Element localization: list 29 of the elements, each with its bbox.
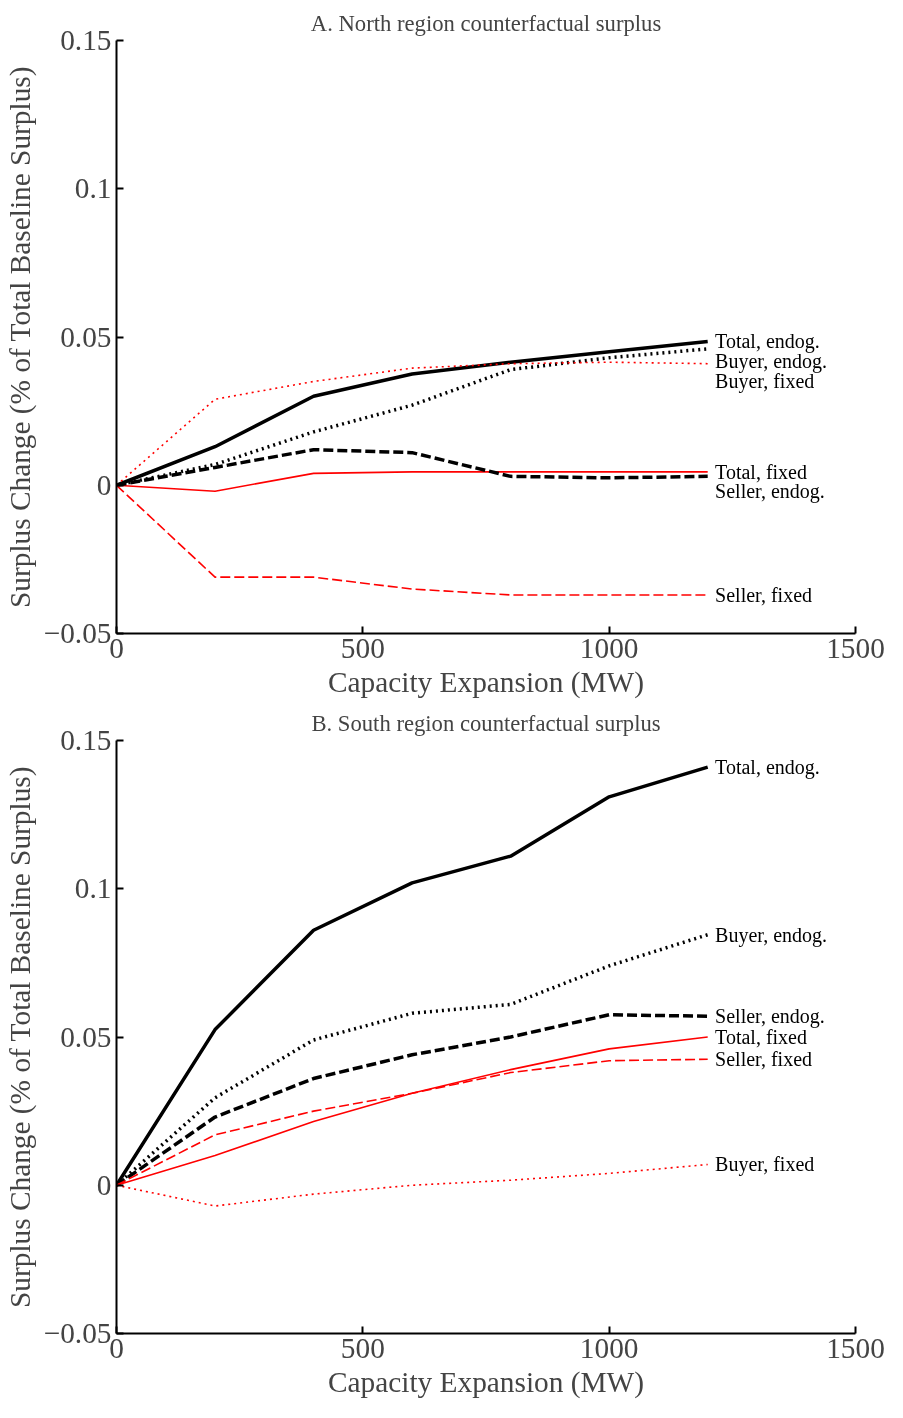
y-axis-title: Surplus Change (% of Total Baseline Surplus): [3, 66, 37, 609]
series-label: Buyer, endog.: [715, 923, 828, 947]
y-tick-label: 0.1: [74, 872, 112, 905]
y-tick-label: 0.05: [60, 320, 112, 353]
y-tick-label: 0: [96, 1168, 112, 1201]
series-label: Seller, fixed: [715, 583, 813, 606]
y-tick-label: 0: [96, 468, 112, 501]
x-tick-label: 500: [340, 631, 385, 664]
chart-title: B. South region counterfactual surplus: [311, 710, 661, 736]
y-tick-label: 0.05: [60, 1020, 112, 1053]
series-label: Seller, fixed: [715, 1048, 813, 1071]
x-axis-title: Capacity Expansion (MW): [328, 665, 645, 699]
chart-title: A. North region counterfactual surplus: [310, 10, 662, 36]
x-axis-title: Capacity Expansion (MW): [328, 1365, 645, 1399]
series-label: Total, endog.: [715, 330, 820, 354]
y-axis-title: Surplus Change (% of Total Baseline Surplus): [3, 766, 37, 1309]
series-label: Seller, endog.: [715, 1005, 825, 1029]
series-label: Total, endog.: [715, 756, 820, 780]
y-tick-label: 0.1: [74, 172, 112, 205]
x-tick-label: 500: [340, 1331, 385, 1364]
x-tick-label: 1000: [579, 1331, 639, 1364]
x-tick-label: 1000: [579, 631, 639, 664]
series-label: Buyer, fixed: [715, 1153, 815, 1177]
x-tick-label: 1500: [826, 1331, 885, 1364]
y-tick-label: 0.15: [60, 724, 112, 756]
x-tick-label: 1500: [826, 631, 885, 664]
series-label: Total, fixed: [715, 1026, 807, 1048]
series-label: Total, fixed: [715, 460, 807, 483]
y-tick-label: 0.15: [60, 24, 112, 56]
